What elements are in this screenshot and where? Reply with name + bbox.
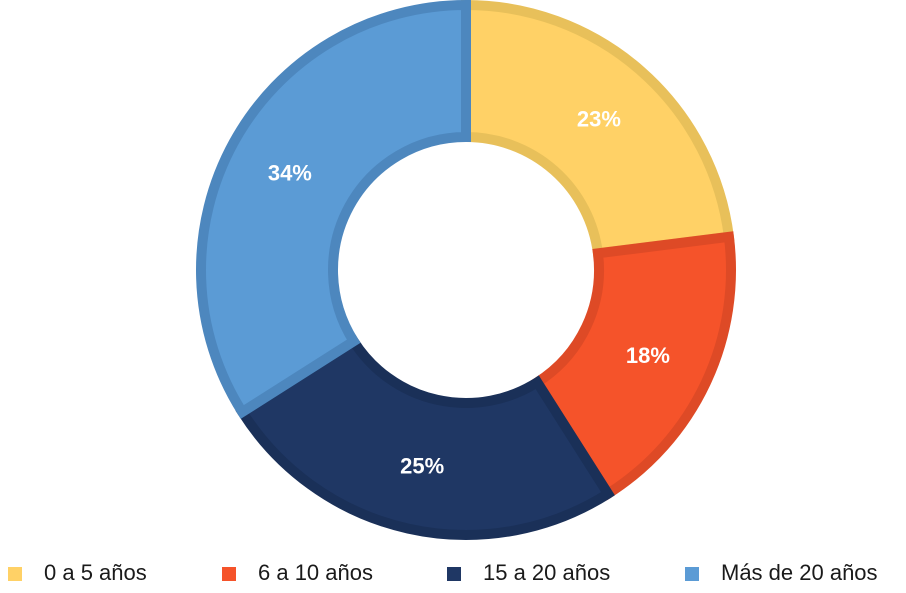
- legend-label-3: Más de 20 años: [721, 560, 878, 585]
- legend-item-1: 6 a 10 años: [222, 560, 373, 585]
- donut-slice-0: [461, 0, 735, 259]
- legend-swatch-0: [8, 567, 22, 581]
- legend-item-3: Más de 20 años: [685, 560, 878, 585]
- legend-label-2: 15 a 20 años: [483, 560, 610, 585]
- slice-label-1: 18%: [626, 343, 670, 368]
- legend-label-0: 0 a 5 años: [44, 560, 147, 585]
- donut-slices: [196, 0, 736, 540]
- donut-slice-labels: 23% 18% 25% 34%: [268, 107, 670, 479]
- legend: 0 a 5 años 6 a 10 años 15 a 20 años Más de …: [8, 560, 878, 585]
- legend-swatch-2: [447, 567, 461, 581]
- legend-label-1: 6 a 10 años: [258, 560, 373, 585]
- slice-label-2: 25%: [400, 454, 444, 479]
- donut-slice-1: [530, 231, 736, 501]
- donut-slice-3: [196, 0, 471, 419]
- legend-item-0: 0 a 5 años: [8, 560, 147, 585]
- donut-slice-2: [235, 334, 615, 540]
- slice-label-0: 23%: [577, 107, 621, 132]
- slice-label-3: 34%: [268, 161, 312, 186]
- legend-swatch-1: [222, 567, 236, 581]
- legend-swatch-3: [685, 567, 699, 581]
- legend-item-2: 15 a 20 años: [447, 560, 610, 585]
